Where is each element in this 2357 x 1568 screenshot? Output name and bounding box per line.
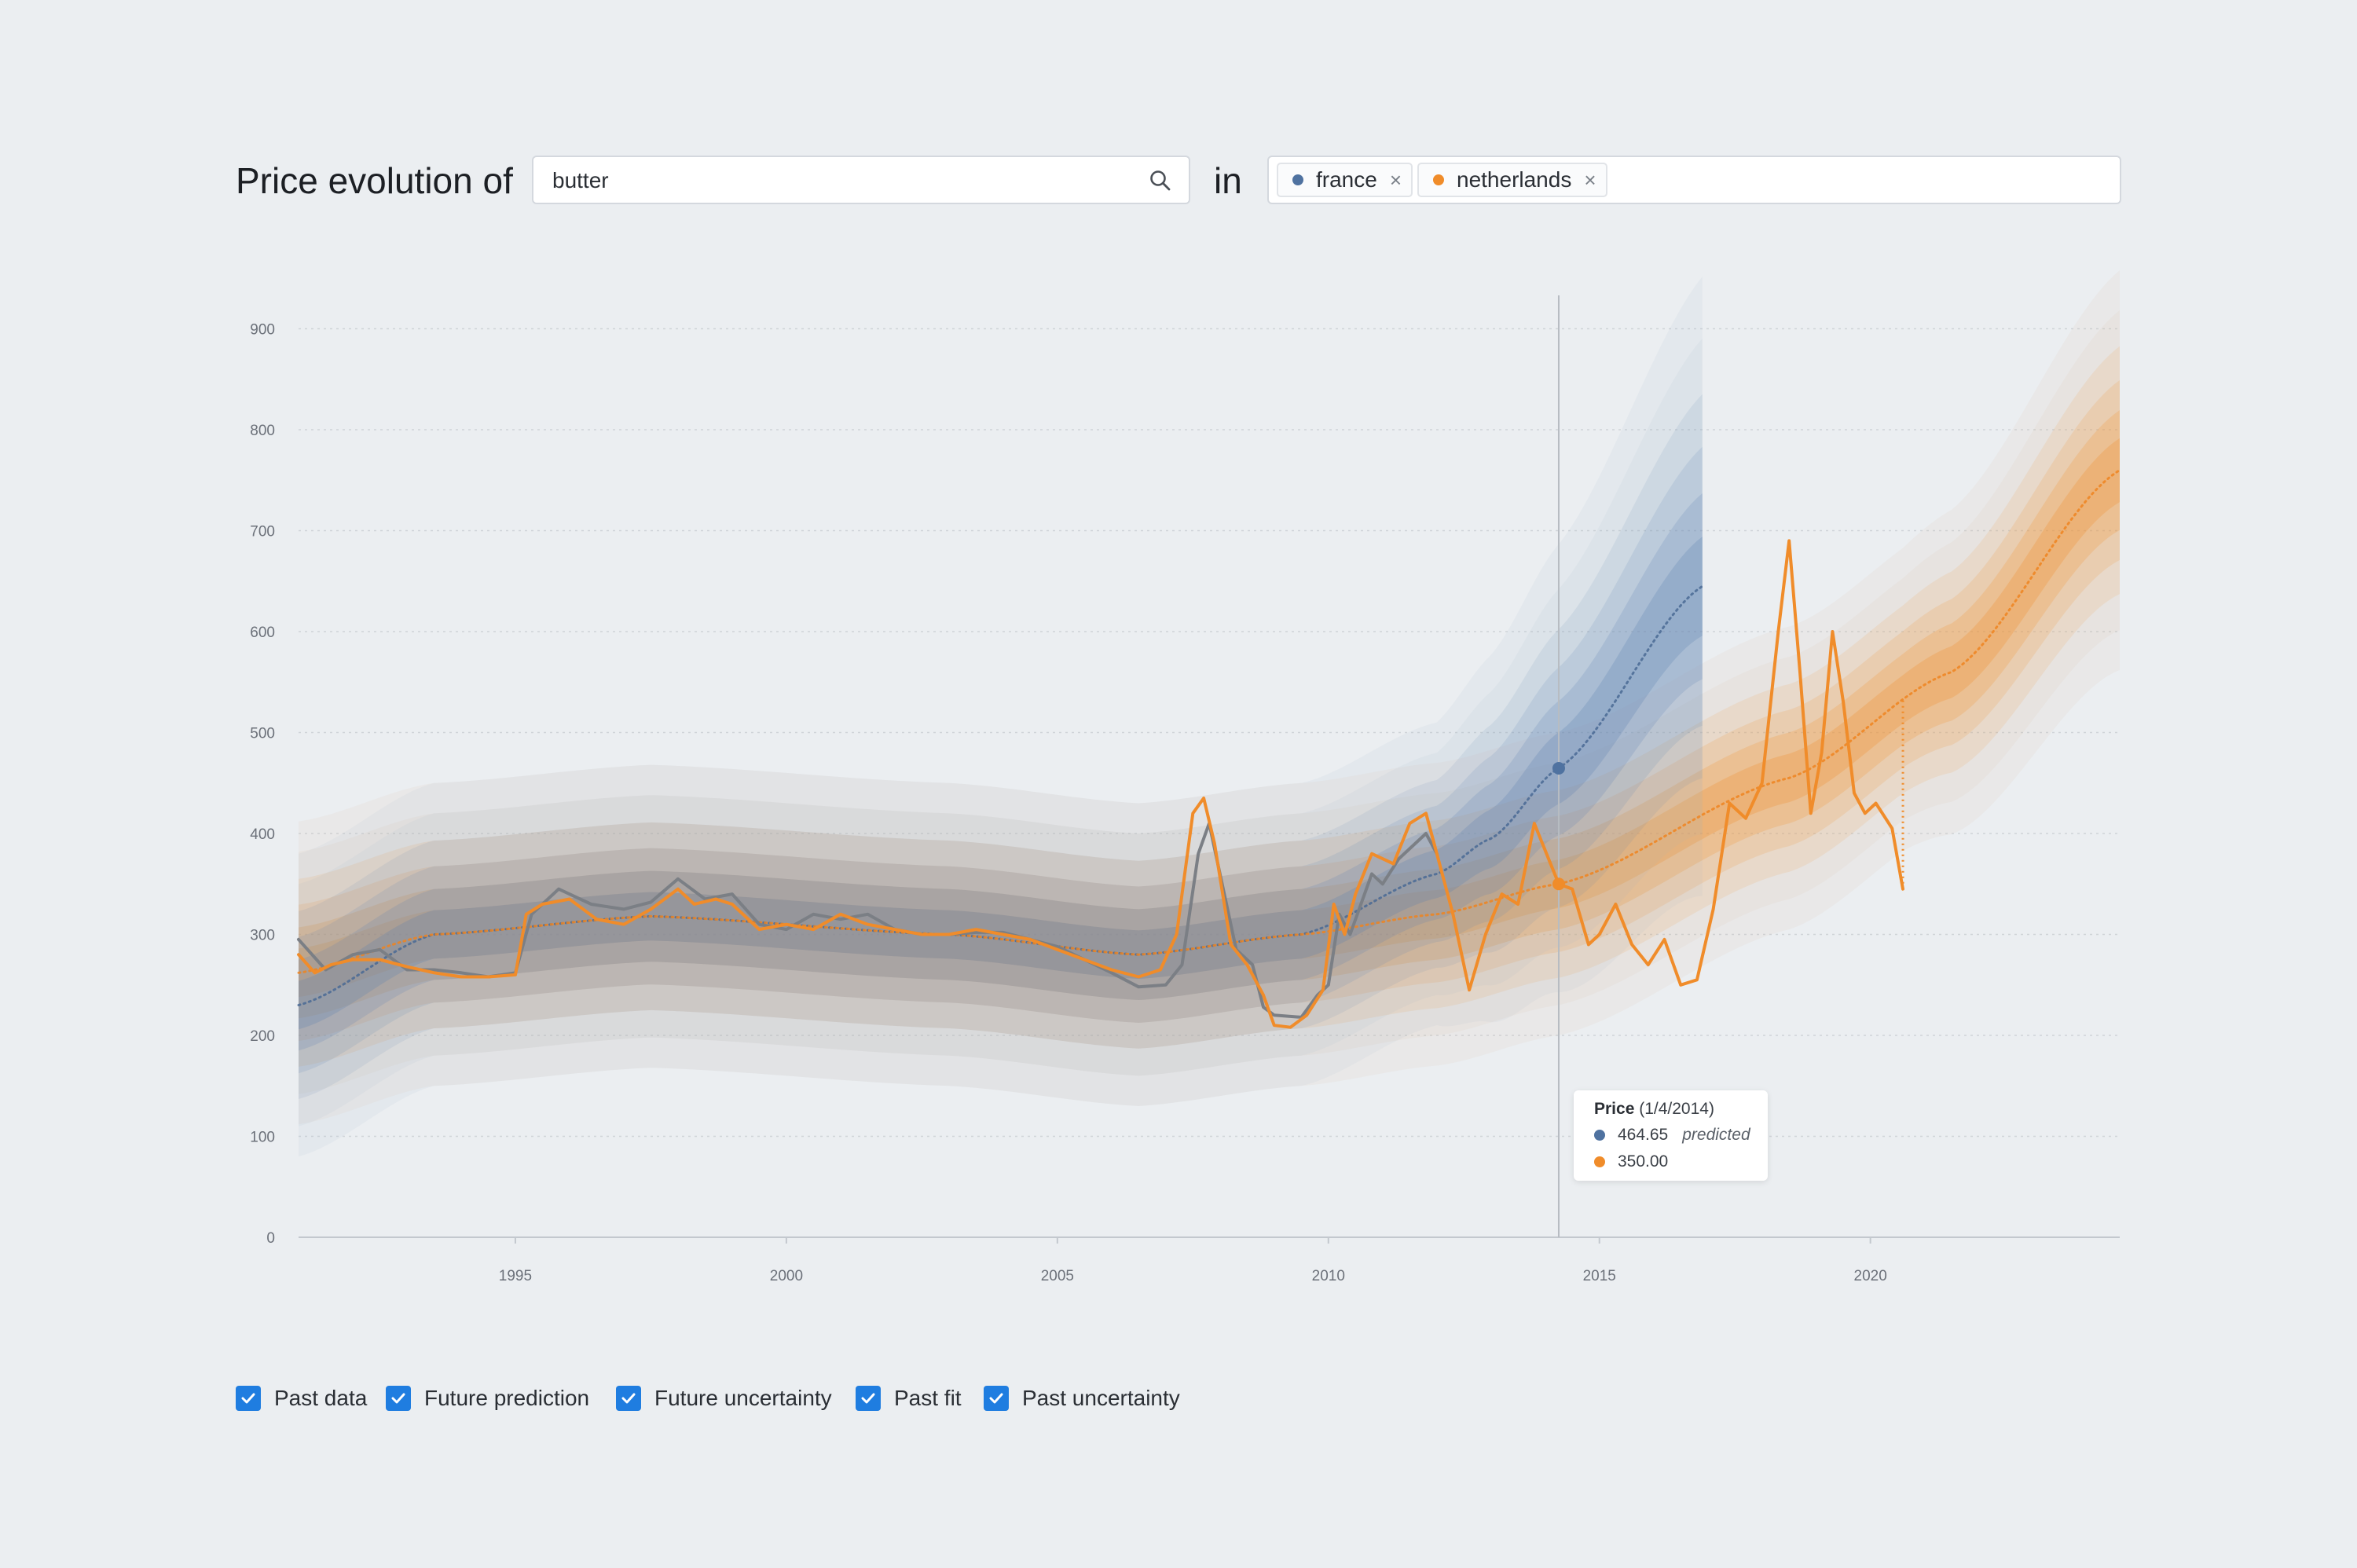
x-tick-label: 2000 <box>770 1268 803 1284</box>
checkbox-label: Future uncertainty <box>654 1386 832 1410</box>
y-tick-label: 400 <box>250 826 275 843</box>
checkbox-label: Past data <box>274 1386 368 1410</box>
checkbox-label: Past fit <box>894 1386 962 1410</box>
page-title: Price evolution of <box>236 160 513 201</box>
toggle-future-uncertainty[interactable]: Future uncertainty <box>616 1383 832 1414</box>
tag-netherlands[interactable]: netherlands × <box>1417 163 1607 197</box>
tag-france[interactable]: france × <box>1277 163 1413 197</box>
checkbox[interactable] <box>386 1386 411 1411</box>
y-tick-label: 600 <box>250 625 275 641</box>
tag-label: france <box>1316 167 1377 192</box>
tooltip-row-france: 464.65 predicted <box>1594 1126 1750 1145</box>
netherlands-color-dot <box>1433 174 1444 185</box>
netherlands-uncertainty-band <box>299 270 2120 1125</box>
france-uncertainty-band <box>299 394 1703 1099</box>
check-icon <box>861 1393 875 1404</box>
chart-tooltip: Price (1/4/2014) 464.65 predicted 350.00 <box>1574 1090 1768 1181</box>
checkbox[interactable] <box>616 1386 641 1411</box>
close-icon[interactable]: × <box>1389 167 1402 192</box>
x-tick-label: 2010 <box>1312 1268 1345 1284</box>
x-tick-label: 2005 <box>1041 1268 1074 1284</box>
netherlands-uncertainty-band <box>299 379 2120 1042</box>
tooltip-value: 464.65 <box>1618 1126 1669 1144</box>
france-color-dot <box>1594 1130 1605 1141</box>
tooltip-value: 350.00 <box>1618 1152 1669 1171</box>
checkbox[interactable] <box>984 1386 1009 1411</box>
in-label: in <box>1214 160 1242 201</box>
y-tick-label: 200 <box>250 1028 275 1045</box>
toggle-past-fit[interactable]: Past fit <box>856 1383 962 1414</box>
netherlands-uncertainty-band <box>299 346 2120 1067</box>
hover-point-netherlands <box>1552 877 1565 891</box>
netherlands-uncertainty-band <box>299 438 2120 998</box>
tooltip-note: predicted <box>1682 1126 1750 1144</box>
check-icon <box>989 1393 1003 1404</box>
checkbox[interactable] <box>236 1386 261 1411</box>
close-icon[interactable]: × <box>1584 167 1596 192</box>
x-tick-label: 1995 <box>499 1268 532 1284</box>
checkbox[interactable] <box>856 1386 881 1411</box>
y-tick-label: 0 <box>266 1230 275 1247</box>
y-tick-label: 700 <box>250 524 275 540</box>
toggle-past-uncertainty[interactable]: Past uncertainty <box>984 1383 1180 1414</box>
hover-point-france <box>1552 761 1565 775</box>
check-icon <box>241 1393 255 1404</box>
product-search-input[interactable]: butter <box>532 156 1190 204</box>
country-select[interactable]: france × netherlands × <box>1267 156 2121 204</box>
netherlands-uncertainty-band <box>299 310 2120 1094</box>
tooltip-row-netherlands: 350.00 <box>1594 1152 1668 1171</box>
checkbox-label: Past uncertainty <box>1022 1386 1180 1410</box>
netherlands-past-data-line <box>297 539 1904 1029</box>
header: Price evolution of butter in france × ne… <box>236 156 2121 206</box>
france-color-dot <box>1292 174 1303 185</box>
y-tick-label: 300 <box>250 928 275 944</box>
search-value: butter <box>552 168 609 192</box>
check-icon <box>391 1393 405 1404</box>
toggle-future-prediction[interactable]: Future prediction <box>386 1383 589 1414</box>
x-tick-label: 2020 <box>1854 1268 1887 1284</box>
france-uncertainty-band <box>299 276 1703 1157</box>
toggle-past-data[interactable]: Past data <box>236 1383 367 1414</box>
y-tick-label: 900 <box>250 322 275 339</box>
checkbox-label: Future prediction <box>424 1386 590 1410</box>
netherlands-uncertainty-band <box>299 410 2120 1019</box>
y-tick-label: 800 <box>250 423 275 439</box>
x-tick-label: 2015 <box>1583 1268 1616 1284</box>
y-tick-label: 100 <box>250 1130 275 1146</box>
search-icon[interactable] <box>1148 168 1173 193</box>
tag-label: netherlands <box>1457 167 1572 192</box>
france-past-data-line <box>297 822 1439 1019</box>
y-tick-label: 500 <box>250 726 275 742</box>
tooltip-title: Price (1/4/2014) <box>1594 1100 1714 1118</box>
netherlands-color-dot <box>1594 1156 1605 1167</box>
check-icon <box>621 1393 636 1404</box>
